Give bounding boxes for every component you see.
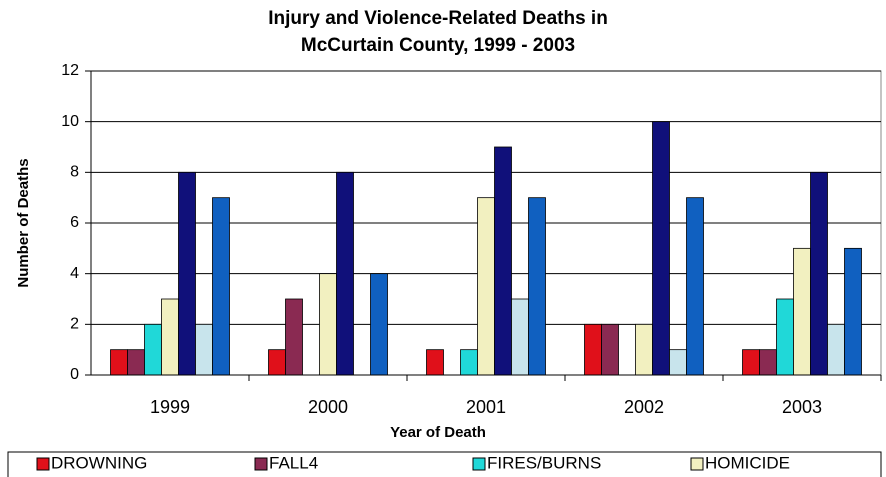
bar <box>336 171 354 376</box>
bar <box>635 323 653 376</box>
legend-swatch <box>254 457 268 471</box>
bar <box>793 247 811 376</box>
bar <box>460 349 478 376</box>
legend-label: FALL4 <box>269 453 318 472</box>
x-tick-label: 1999 <box>150 397 190 417</box>
legend-swatch <box>690 457 704 471</box>
y-tick-label: 0 <box>70 366 79 383</box>
x-tick-label: 2003 <box>782 397 822 417</box>
legend-label: FIRES/BURNS <box>487 453 601 472</box>
y-tick-label: 12 <box>61 62 79 79</box>
bar <box>759 349 777 376</box>
x-tick-label: 2001 <box>466 397 506 417</box>
bar <box>844 247 862 376</box>
x-axis-title: Year of Death <box>390 424 486 441</box>
bar <box>161 298 179 376</box>
bar <box>426 349 444 376</box>
bar <box>827 323 845 376</box>
bar <box>370 273 388 376</box>
y-tick-label: 6 <box>70 214 79 231</box>
x-tick-label: 2000 <box>308 397 348 417</box>
bar <box>285 298 303 376</box>
y-tick-label: 8 <box>70 164 79 181</box>
legend-label: DROWNING <box>51 453 147 472</box>
bar <box>601 323 619 376</box>
legend-label: HOMICIDE <box>705 453 790 472</box>
bar <box>268 349 286 376</box>
bar <box>669 349 687 376</box>
bar <box>319 273 337 376</box>
bar <box>511 298 529 376</box>
bar <box>810 171 828 376</box>
legend-swatch <box>36 457 50 471</box>
bar <box>584 323 602 376</box>
chart-title: Injury and Violence-Related Deaths in <box>268 8 608 29</box>
bar <box>528 197 546 376</box>
bar <box>652 121 670 376</box>
bar <box>686 197 704 376</box>
bar <box>494 146 512 376</box>
legend <box>7 451 882 477</box>
x-tick-label: 2002 <box>624 397 664 417</box>
y-axis-title: Number of Deaths <box>15 158 32 287</box>
bar <box>178 171 196 376</box>
bar <box>776 298 794 376</box>
bar <box>477 197 495 376</box>
chart-title: McCurtain County, 1999 - 2003 <box>301 35 575 56</box>
bar <box>144 323 162 376</box>
y-tick-label: 4 <box>70 265 79 282</box>
bar <box>212 197 230 376</box>
bar <box>195 323 213 376</box>
y-tick-label: 10 <box>61 113 79 130</box>
bar <box>110 349 128 376</box>
y-tick-label: 2 <box>70 316 79 333</box>
bar <box>742 349 760 376</box>
legend-swatch <box>472 457 486 471</box>
bar <box>127 349 145 376</box>
